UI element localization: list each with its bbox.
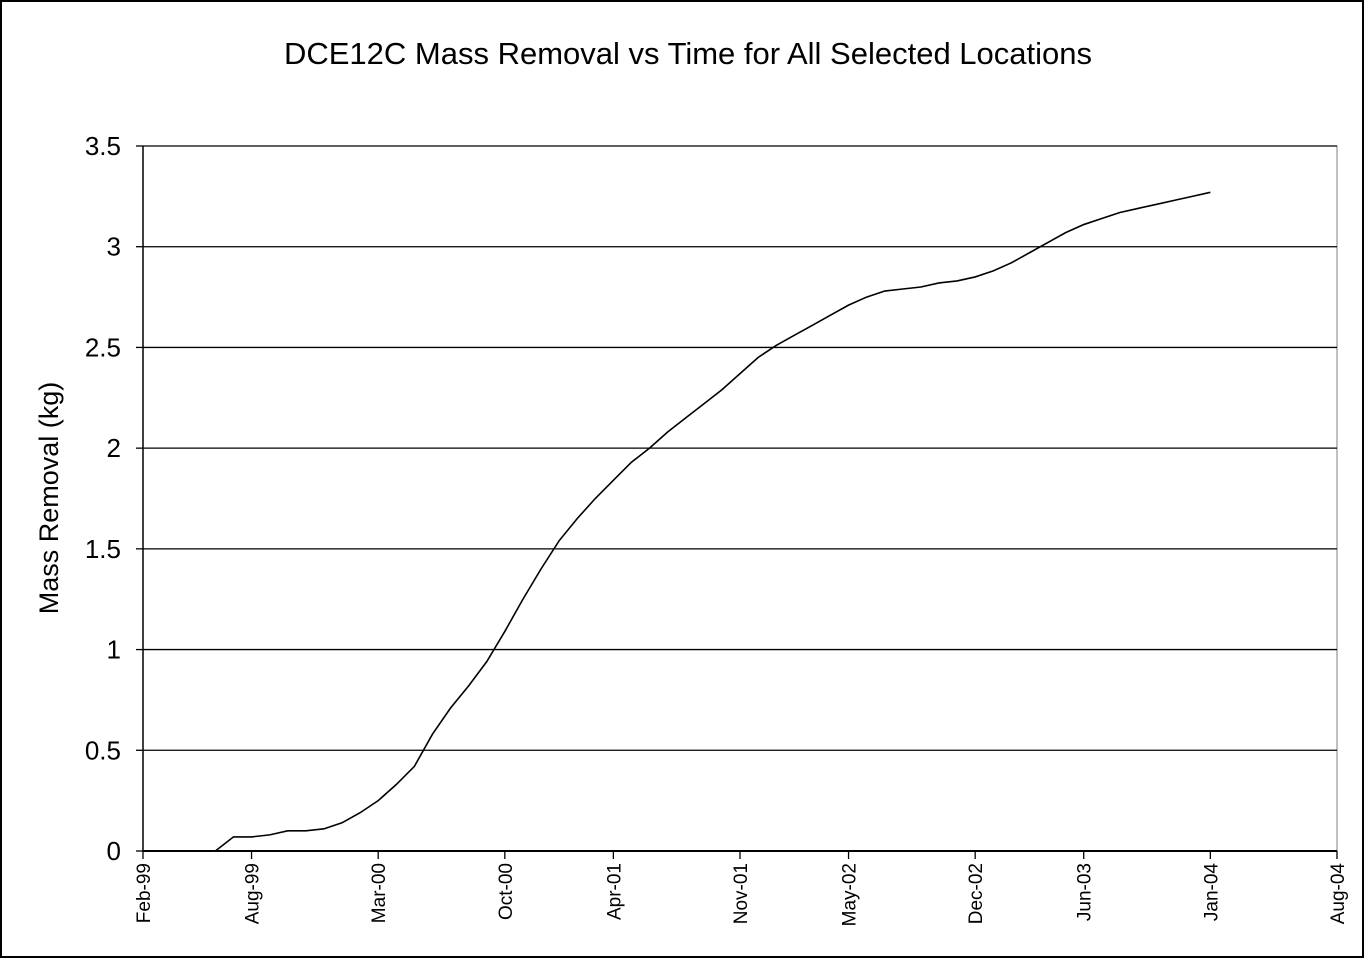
- y-tick-label: 0: [107, 836, 121, 866]
- x-tick-label: Jan-04: [1201, 863, 1222, 922]
- chart-title: DCE12C Mass Removal vs Time for All Sele…: [284, 36, 1092, 71]
- y-tick-label: 2.5: [85, 332, 121, 362]
- x-tick-label: Aug-99: [243, 863, 264, 924]
- x-tick-label: Oct-00: [496, 863, 517, 920]
- y-axis-label: Mass Removal (kg): [34, 382, 64, 615]
- x-tick-label: Feb-99: [134, 863, 155, 923]
- y-tick-label: 1.5: [85, 534, 121, 564]
- x-tick-label: Mar-00: [369, 863, 390, 923]
- x-tick-label: Dec-02: [966, 863, 987, 924]
- y-tick-label: 1: [107, 635, 121, 665]
- y-tick-label: 3: [107, 232, 121, 262]
- y-tick-label: 0.5: [85, 735, 121, 765]
- x-tick-label: May-02: [840, 863, 861, 926]
- y-tick-label: 2: [107, 433, 121, 463]
- x-tick-label: Nov-01: [731, 863, 752, 924]
- y-tick-label: 3.5: [85, 131, 121, 161]
- data-line: [214, 191, 1211, 852]
- x-tick-label: Aug-04: [1328, 863, 1349, 925]
- plot-area: [142, 145, 1338, 852]
- x-tick-label: Jun-03: [1075, 863, 1096, 921]
- x-tick-label: Apr-01: [604, 863, 625, 920]
